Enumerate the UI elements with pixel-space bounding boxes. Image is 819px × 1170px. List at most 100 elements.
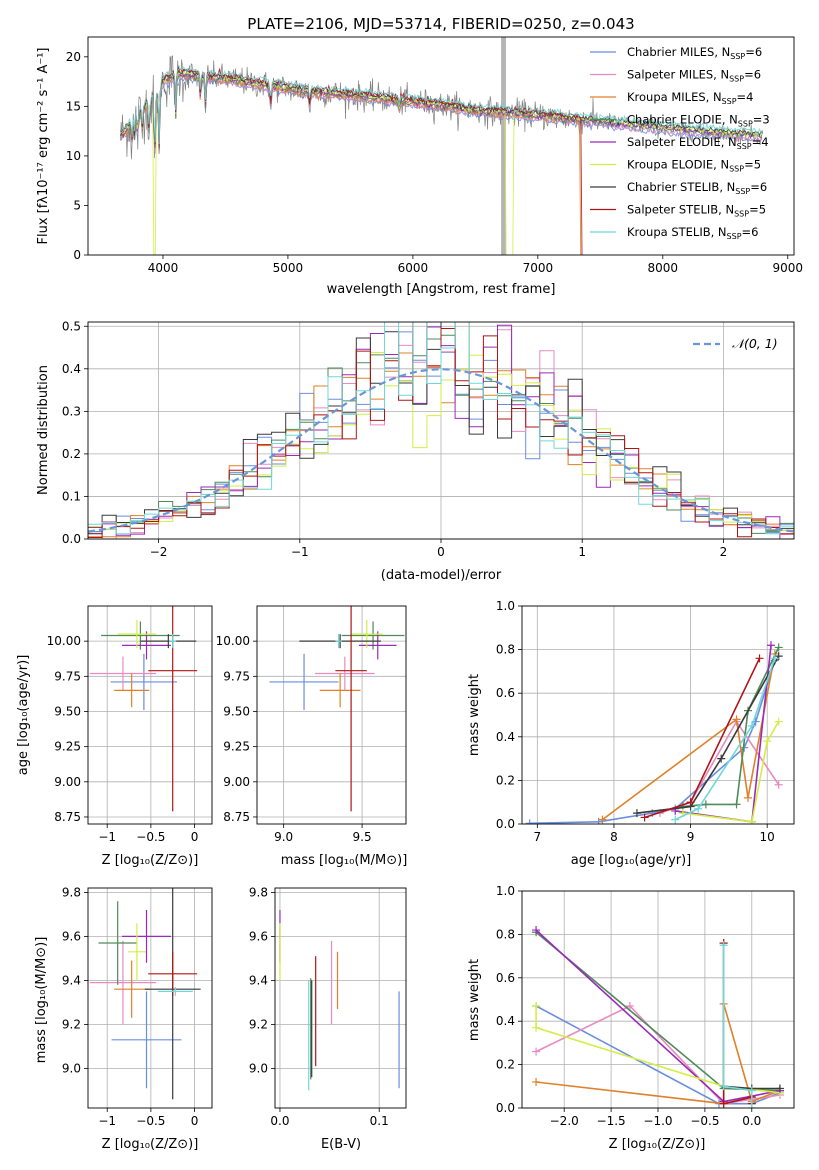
weight-line-kroupa-elodie — [682, 721, 780, 823]
axes-frame — [87, 605, 213, 825]
age-vs-mass-axes: 9.0 9.5 8.75 9.00 9.25 9.50 9.75 10.00 mass [log… — [216, 605, 408, 868]
y-tick-label: 0.5 — [62, 319, 81, 333]
mass-vs-z-axes: −1 −0.5 0 9.0 9.2 9.4 9.6 9.8 Z [log₁₀(Z/Z⊙)] mas… — [34, 885, 213, 1152]
mass-vs-ebv-axes: 0.0 0.1 9.0 9.2 9.4 9.6 9.8 E(B-V) — [249, 885, 407, 1152]
x-tick-label: 6000 — [398, 261, 429, 275]
plot-area — [279, 910, 400, 1091]
plot-area — [89, 888, 201, 1100]
weight-marker — [775, 1084, 784, 1093]
y-tick-label: 0.0 — [62, 532, 81, 546]
errorbar-salpeter-stelib — [148, 951, 198, 996]
y-tick-label: 10 — [66, 149, 81, 163]
spectrum-axes: 4000 5000 6000 7000 8000 9000 0 5 10 15 20 waveleng… — [36, 36, 803, 297]
y-tick-label: 0.2 — [496, 1058, 515, 1072]
y-tick-label: 10.00 — [216, 634, 250, 648]
spectrum-y-label: Flux [fλ10⁻¹⁷ erg cm⁻² s⁻¹ A⁻¹] — [36, 48, 51, 245]
y-tick-label: 0.2 — [62, 447, 81, 461]
errorbar-kroupa-stelib — [335, 634, 342, 649]
weight-marker — [525, 819, 534, 824]
weight-vs-age-axes-x-label: age [log₁₀(age/yr)] — [571, 853, 692, 868]
y-tick-label: 0.0 — [496, 1101, 515, 1115]
weight-marker — [694, 804, 703, 813]
x-tick-label: −2.0 — [550, 1114, 579, 1128]
x-tick-label: 8000 — [648, 261, 679, 275]
age-vs-mass-axes-x-label: mass [log₁₀(M/M⊙)] — [281, 853, 408, 868]
weight-marker — [732, 800, 741, 809]
x-tick-label: 0.0 — [270, 1114, 289, 1128]
y-tick-label: 0.4 — [62, 362, 81, 376]
y-tick-label: 0.1 — [62, 489, 81, 503]
y-tick-label: 0.2 — [496, 773, 515, 787]
weight-vs-z-axes-y-label: mass weight — [467, 959, 482, 1041]
weight-marker — [770, 654, 779, 663]
model-spectrum-salpeter-stelib — [120, 67, 583, 255]
errorbar-kroupa-elodie — [128, 923, 146, 981]
errorbar-kroupa-miles — [319, 673, 361, 708]
legend-normal-label: 𝒩(0, 1) — [732, 336, 778, 351]
weight-marker — [532, 1077, 541, 1086]
y-tick-label: 8.75 — [223, 810, 250, 824]
x-tick-label: 2 — [720, 545, 728, 559]
weight-marker — [640, 813, 649, 822]
x-tick-label: 8 — [610, 830, 618, 844]
weight-marker — [774, 643, 783, 652]
errorbar-chabrier-miles — [111, 991, 182, 1089]
axes-frame-group: 7 8 9 10 0.0 0.2 0.4 0.6 0.8 1.0 — [496, 599, 795, 844]
weight-marker — [747, 1086, 756, 1095]
x-tick-label: 10 — [760, 830, 775, 844]
weight-marker — [701, 800, 710, 809]
weight-marker — [755, 654, 764, 663]
weight-marker — [686, 798, 695, 807]
weight-marker — [532, 926, 541, 935]
spectrum-legend: Chabrier MILES, NSSP=6 Salpeter MILES, NS… — [590, 45, 770, 241]
axes-frame-group: −2 −1 0 1 2 0.0 0.1 0.2 0.3 0.4 0.5 — [62, 319, 795, 559]
mass-vs-ebv-axes-x-label: E(B-V) — [321, 1137, 361, 1152]
x-tick-label: −0.5 — [690, 1114, 719, 1128]
weight-marker — [719, 941, 728, 950]
axes-frame — [256, 605, 407, 825]
x-tick-label: 0.1 — [370, 1114, 389, 1128]
plot-area — [525, 641, 783, 824]
x-tick-label: 7 — [534, 830, 542, 844]
x-tick-label: −1.0 — [643, 1114, 672, 1128]
plot-area — [88, 322, 794, 539]
errorbar-chabrier-stelib — [140, 634, 197, 649]
legend-label: Salpeter ELODIE, NSSP=4 — [627, 135, 769, 151]
weight-marker — [774, 780, 783, 789]
axes-frame-group: 9.0 9.5 8.75 9.00 9.25 9.50 9.75 10.00 — [216, 605, 407, 844]
y-tick-label: 9.50 — [54, 704, 81, 718]
errorbar-salpeter-elodie — [122, 910, 171, 963]
errorbar-salpeter-miles — [89, 940, 157, 1025]
errorbar-salpeter-elodie — [122, 631, 171, 660]
plot-area — [89, 606, 198, 812]
x-tick-label: 9.5 — [353, 830, 372, 844]
x-tick-label: 1 — [578, 545, 586, 559]
x-tick-label: −1 — [291, 545, 309, 559]
axes-frame — [521, 605, 795, 825]
weight-marker — [532, 1047, 541, 1056]
y-tick-label: 9.00 — [54, 775, 81, 789]
weight-line-kroupa-stelib — [674, 658, 776, 821]
y-tick-label: 10.00 — [47, 634, 81, 648]
y-tick-label: 9.0 — [62, 1061, 81, 1075]
legend-label: Kroupa ELODIE, NSSP=5 — [627, 158, 761, 174]
legend-label: Chabrier ELODIE, NSSP=3 — [627, 113, 770, 129]
errorbar-kroupa-miles — [114, 960, 150, 1018]
weight-vs-z-axes: −2.0 −1.5 −1.0 −0.5 0.0 0.0 0.2 0.4 0.6 0.8 1.0 Z [… — [467, 884, 795, 1152]
axes-frame-group: −2.0 −1.5 −1.0 −0.5 0.0 0.0 0.2 0.4 0.6 0.8 1.0 — [496, 884, 795, 1128]
y-tick-label: 9.8 — [249, 885, 268, 899]
weight-line-kroupa-stelib — [722, 945, 753, 1108]
errorbar-chabrier-miles — [269, 653, 339, 711]
weight-vs-z-axes-x-label: Z [log₁₀(Z/Z⊙)] — [609, 1137, 706, 1152]
weight-marker — [717, 754, 726, 763]
x-tick-label: −1.5 — [597, 1114, 626, 1128]
weight-marker — [632, 809, 641, 818]
weight-vs-age-axes-y-label: mass weight — [467, 674, 482, 756]
x-tick-label: −2 — [150, 545, 168, 559]
x-tick-label: 5000 — [273, 261, 304, 275]
errorbar-salpeter-elodie — [358, 631, 397, 660]
x-tick-label: 0 — [191, 1114, 199, 1128]
x-tick-label: 0.0 — [742, 1114, 761, 1128]
axes-frame — [87, 36, 795, 256]
y-tick-label: 0.3 — [62, 404, 81, 418]
